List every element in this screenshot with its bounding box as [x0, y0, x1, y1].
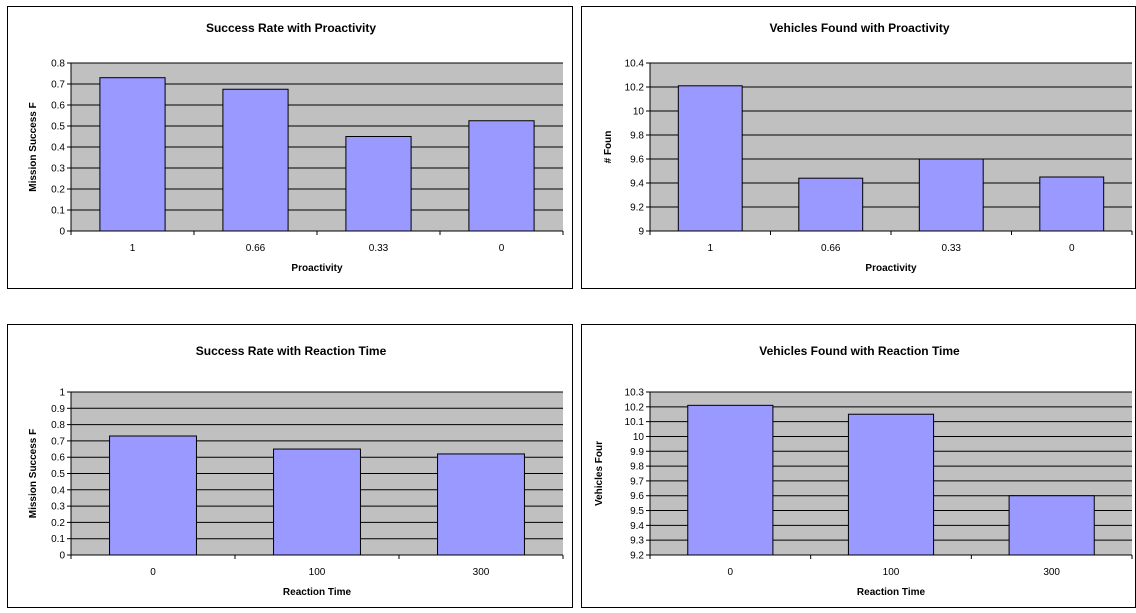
bar: [109, 435, 197, 556]
y-tick-label: 10.1: [625, 417, 645, 428]
chart-title: Success Rate with Proactivity: [206, 21, 376, 35]
chart-title: Vehicles Found with Proactivity: [769, 21, 949, 35]
x-tick-label: 0: [728, 567, 734, 578]
x-tick-label: 0: [1069, 243, 1075, 254]
y-tick-label: 10: [633, 107, 645, 118]
y-tick-label: 0.3: [51, 164, 65, 175]
bar: [273, 448, 361, 556]
y-tick-label: 10: [633, 432, 645, 443]
y-tick-label: 0.9: [51, 404, 65, 415]
y-axis-label: Mission Success F: [28, 102, 39, 191]
y-tick-label: 0.6: [51, 101, 65, 112]
y-tick-label: 9.6: [630, 155, 644, 166]
y-tick-label: 1: [59, 388, 65, 399]
y-tick-label: 9.3: [630, 536, 644, 547]
x-tick-label: 1: [130, 243, 136, 254]
chart-success-rate-proactivity: Success Rate with Proactivity 0 0.1 0.2 0.3 0…: [7, 6, 573, 289]
y-tick-label: 0.4: [51, 143, 65, 154]
y-tick-label: 9.5: [630, 506, 644, 517]
x-tick-label: 0: [150, 567, 156, 578]
x-tick-label: 300: [473, 567, 490, 578]
bar: [222, 88, 289, 232]
bar: [99, 77, 166, 232]
y-tick-label: 0.4: [51, 485, 65, 496]
chart-svg: Vehicles Found with Proactivity 9 9.2 9.4 9.…: [603, 21, 1133, 274]
x-axis-label: Proactivity: [291, 263, 343, 274]
x-tick-label: 0.66: [246, 243, 266, 254]
y-axis-label: Mission Success F: [28, 429, 39, 518]
x-tick-label: 0.33: [942, 243, 962, 254]
chart-svg: Success Rate with Reaction Time 0 0.1 0.2 0.…: [28, 344, 564, 598]
y-tick-label: 9.6: [630, 491, 644, 502]
x-axis-label: Reaction Time: [857, 587, 926, 598]
y-tick-label: 9.9: [630, 447, 644, 458]
y-tick-label: 9: [638, 227, 644, 238]
bar: [468, 120, 535, 232]
y-tick-label: 9.8: [630, 131, 644, 142]
chart-title: Vehicles Found with Reaction Time: [759, 344, 960, 358]
y-tick-label: 0.1: [51, 534, 65, 545]
y-tick-label: 0.2: [51, 185, 65, 196]
x-axis-label: Proactivity: [865, 263, 917, 274]
y-tick-label: 9.4: [630, 521, 644, 532]
bar: [1008, 495, 1095, 556]
bar: [677, 85, 743, 232]
x-tick-label: 0.33: [369, 243, 389, 254]
y-tick-label: 10.4: [625, 59, 645, 70]
x-axis-label: Reaction Time: [283, 587, 352, 598]
bar: [918, 158, 984, 232]
y-tick-label: 0: [59, 227, 65, 238]
bar: [798, 177, 864, 232]
y-tick-label: 0.5: [51, 122, 65, 133]
x-tick-label: 0: [499, 243, 505, 254]
y-tick-label: 0.3: [51, 502, 65, 513]
chart-title: Success Rate with Reaction Time: [196, 344, 387, 358]
y-tick-label: 10.2: [625, 83, 645, 94]
y-tick-label: 0: [59, 551, 65, 562]
y-tick-label: 0.7: [51, 80, 65, 91]
y-tick-label: 0.8: [51, 59, 65, 70]
y-tick-label: 10.3: [625, 388, 645, 399]
x-tick-label: 100: [309, 567, 326, 578]
bar: [437, 453, 525, 556]
y-tick-label: 9.2: [630, 551, 644, 562]
bar: [847, 413, 935, 556]
bar: [1039, 176, 1105, 232]
y-tick-label: 0.8: [51, 420, 65, 431]
chart-svg: Success Rate with Proactivity 0 0.1 0.2 0.3 0…: [28, 21, 564, 274]
y-tick-label: 0.2: [51, 518, 65, 529]
chart-vehicles-found-reaction-time: Vehicles Found with Reaction Time 9.2 9.3 9…: [581, 324, 1136, 608]
bar: [687, 404, 774, 556]
y-tick-label: 0.1: [51, 206, 65, 217]
y-tick-label: 9.4: [630, 179, 644, 190]
y-tick-label: 10.2: [625, 402, 645, 413]
x-tick-label: 300: [1043, 567, 1060, 578]
y-tick-label: 9.2: [630, 203, 644, 214]
y-tick-label: 0.7: [51, 436, 65, 447]
y-axis-label: Vehicles Four: [594, 441, 605, 506]
chart-vehicles-found-proactivity: Vehicles Found with Proactivity 9 9.2 9.4 9.…: [581, 6, 1136, 289]
x-tick-label: 1: [707, 243, 713, 254]
x-tick-label: 100: [883, 567, 900, 578]
x-tick-label: 0.66: [821, 243, 841, 254]
chart-svg: Vehicles Found with Reaction Time 9.2 9.3 9…: [594, 344, 1133, 598]
y-tick-label: 9.8: [630, 462, 644, 473]
y-tick-label: 0.6: [51, 453, 65, 464]
y-tick-label: 9.7: [630, 476, 644, 487]
chart-success-rate-reaction-time: Success Rate with Reaction Time 0 0.1 0.2 0.…: [7, 324, 573, 608]
y-tick-label: 0.5: [51, 469, 65, 480]
bar: [345, 136, 412, 232]
y-axis-label: # Foun: [603, 131, 614, 164]
